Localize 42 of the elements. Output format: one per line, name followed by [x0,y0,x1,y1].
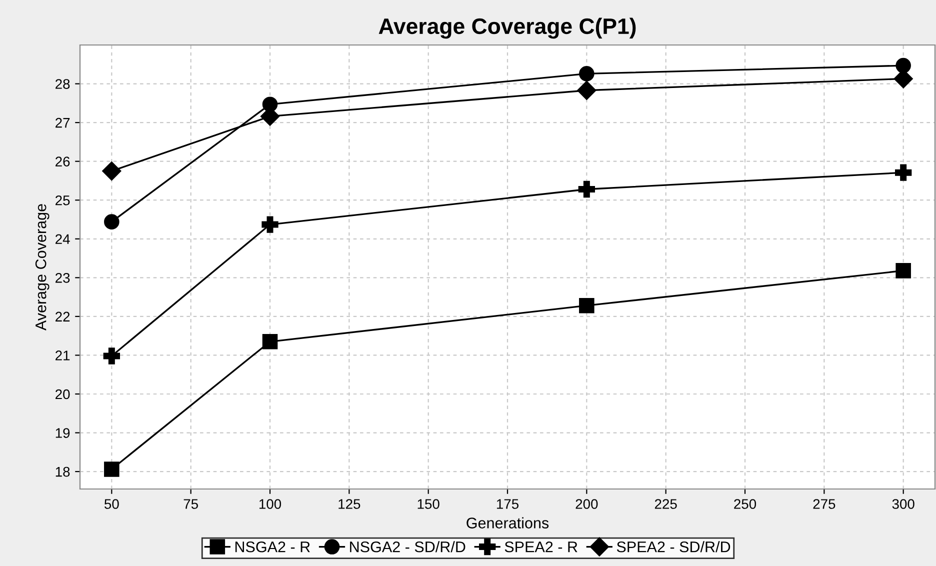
x-tick-label: 75 [184,499,198,509]
x-tick-label: 125 [338,499,360,509]
x-tick-label: 275 [813,499,836,509]
y-tick-label: 28 [56,79,70,89]
x-axis-title: Generations [466,517,549,528]
y-tick-label: 19 [56,428,70,438]
y-axis-title: Average Coverage [35,204,50,331]
x-tick-label: 50 [104,499,119,509]
point [578,180,595,198]
y-tick-label: 22 [56,312,70,322]
point [262,334,278,350]
x-tick-label: 225 [654,499,677,509]
x-tick-label: 150 [418,499,440,509]
x-tick-label: 250 [734,499,756,509]
legend-label: NSGA2 - SD/R/D [350,541,466,552]
legend-label: SPEA2 - SD/R/D [616,541,730,552]
point [262,216,278,233]
point [104,214,120,230]
x-tick-label: 200 [576,499,598,509]
y-tick-label: 20 [56,389,70,400]
point [895,164,912,181]
point [103,348,120,364]
y-tick-label: 18 [56,466,70,477]
y-tick-label: 27 [56,118,70,128]
y-tick-label: 21 [56,350,70,360]
point [102,161,122,181]
legend-label: SPEA2 - R [504,541,578,552]
y-tick-label: 25 [56,195,70,206]
x-tick-label: 100 [259,499,282,509]
legend-label: NSGA2 - R [235,541,310,552]
y-tick-label: 23 [56,273,70,283]
y-tick-label: 24 [56,234,70,244]
point [104,462,120,477]
point [579,66,594,82]
chart-title: Average Coverage C(P1) [378,18,636,39]
x-tick-label: 175 [496,499,519,509]
point [896,263,911,278]
y-tick-label: 26 [56,156,70,166]
x-tick-label: 300 [892,499,914,509]
point [579,298,594,314]
point [577,80,596,100]
point [896,58,911,74]
